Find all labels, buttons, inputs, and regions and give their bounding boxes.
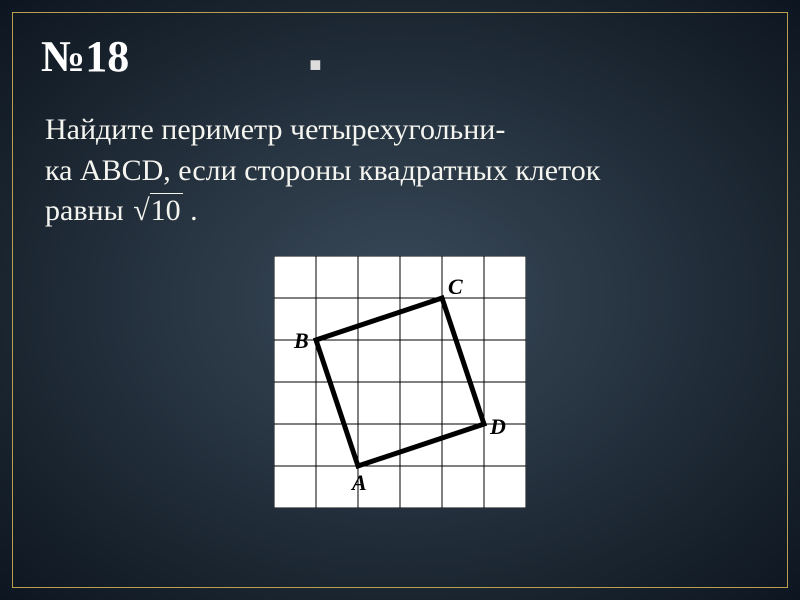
text-line-3a: равны	[45, 194, 131, 227]
text-line-1: Найдите периметр четырехугольни-	[45, 113, 505, 146]
problem-number: №18	[41, 31, 129, 82]
geometry-figure: B C D A	[274, 256, 526, 508]
sqrt-expression: √10	[131, 191, 182, 232]
radicand: 10	[150, 193, 183, 227]
title-row: №18 ■	[41, 31, 759, 82]
slide-frame: №18 ■ Найдите периметр четырехугольни- к…	[12, 12, 788, 588]
radical-sign: √	[133, 194, 149, 227]
svg-text:D: D	[489, 414, 506, 439]
text-line-2: ка ABCD, если стороны квадратных клеток	[45, 154, 600, 187]
text-line-3b: .	[183, 194, 198, 227]
figure-container: B C D A	[41, 256, 759, 508]
svg-text:A: A	[350, 470, 367, 495]
title-marker: ■	[309, 54, 321, 77]
svg-text:B: B	[293, 328, 309, 353]
svg-text:C: C	[448, 274, 463, 299]
problem-text: Найдите периметр четырехугольни- ка ABCD…	[45, 110, 755, 232]
